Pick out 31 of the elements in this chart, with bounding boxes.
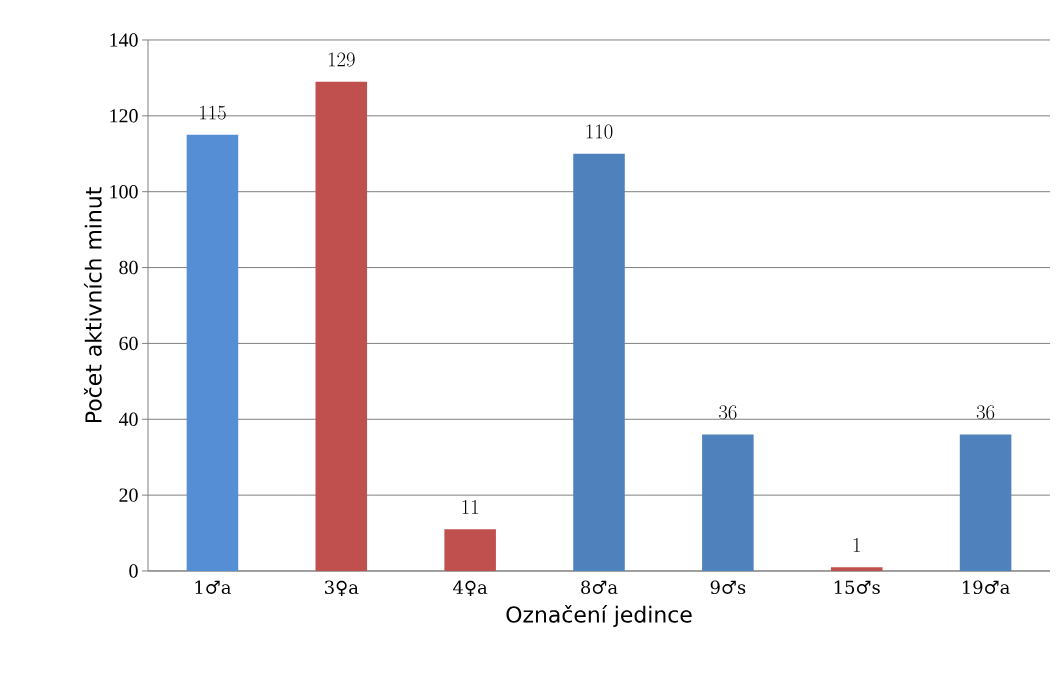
x-tick-label: 8♂a — [581, 580, 618, 595]
y-tick-label: 60 — [119, 336, 138, 351]
y-tick-label: 120 — [110, 109, 138, 123]
y-tick-label: 40 — [118, 412, 138, 426]
x-tick-label: 9♂s — [710, 580, 746, 595]
y-tick-label: 0 — [129, 564, 138, 578]
y-tick-label: 80 — [119, 260, 138, 275]
bar — [830, 567, 883, 571]
x-tick-label: 15♂s — [834, 580, 880, 595]
data-label: 129 — [328, 52, 355, 67]
bar — [444, 529, 496, 571]
bar — [186, 134, 239, 571]
data-label: 11 — [462, 500, 479, 514]
x-tick-label: 19♂a — [962, 580, 1010, 595]
data-label: 1 — [853, 538, 860, 552]
x-tick-label: 3♀a — [325, 580, 359, 597]
x-axis-title: Označení jedince — [506, 604, 692, 627]
x-tick-label: 1♂a — [195, 580, 232, 595]
data-label: 36 — [719, 405, 737, 420]
bar — [702, 434, 754, 571]
data-label: 115 — [200, 105, 226, 120]
y-tick-label: 20 — [119, 488, 138, 502]
y-tick-label: 140 — [110, 33, 138, 47]
data-label: 36 — [976, 405, 995, 420]
data-label: 110 — [586, 124, 613, 139]
y-tick-label: 100 — [110, 184, 138, 199]
bar — [315, 81, 368, 571]
x-tick-label: 4♀a — [453, 580, 488, 597]
y-axis-title: Počet aktivních minut — [83, 187, 102, 423]
bar — [959, 434, 1012, 571]
bar — [573, 153, 625, 571]
